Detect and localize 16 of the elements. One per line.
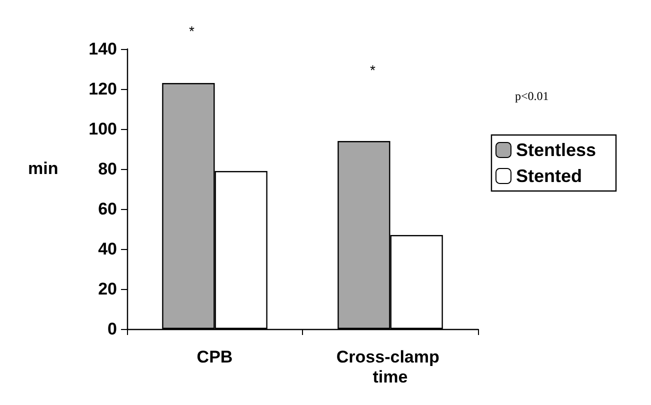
- y-tick-label: 80: [98, 160, 117, 178]
- legend-label: Stented: [516, 166, 582, 186]
- y-tick-label: 20: [98, 280, 117, 298]
- y-tick-label: 100: [88, 120, 117, 138]
- x-tick-label: CPB: [196, 348, 233, 366]
- y-axis-title: min: [28, 159, 58, 178]
- y-tick-label: 120: [88, 80, 117, 98]
- y-tick-label: 40: [98, 240, 117, 258]
- y-tick-label: 60: [98, 200, 117, 218]
- y-tick-label: 0: [108, 320, 117, 338]
- annotation: *: [370, 62, 376, 78]
- text: *: [189, 23, 195, 39]
- text: p<0.01: [515, 89, 549, 103]
- x-tick-label: Cross-clamp time: [336, 348, 444, 386]
- y-tick-label: 140: [88, 40, 117, 58]
- legend-label: Stentless: [516, 140, 596, 160]
